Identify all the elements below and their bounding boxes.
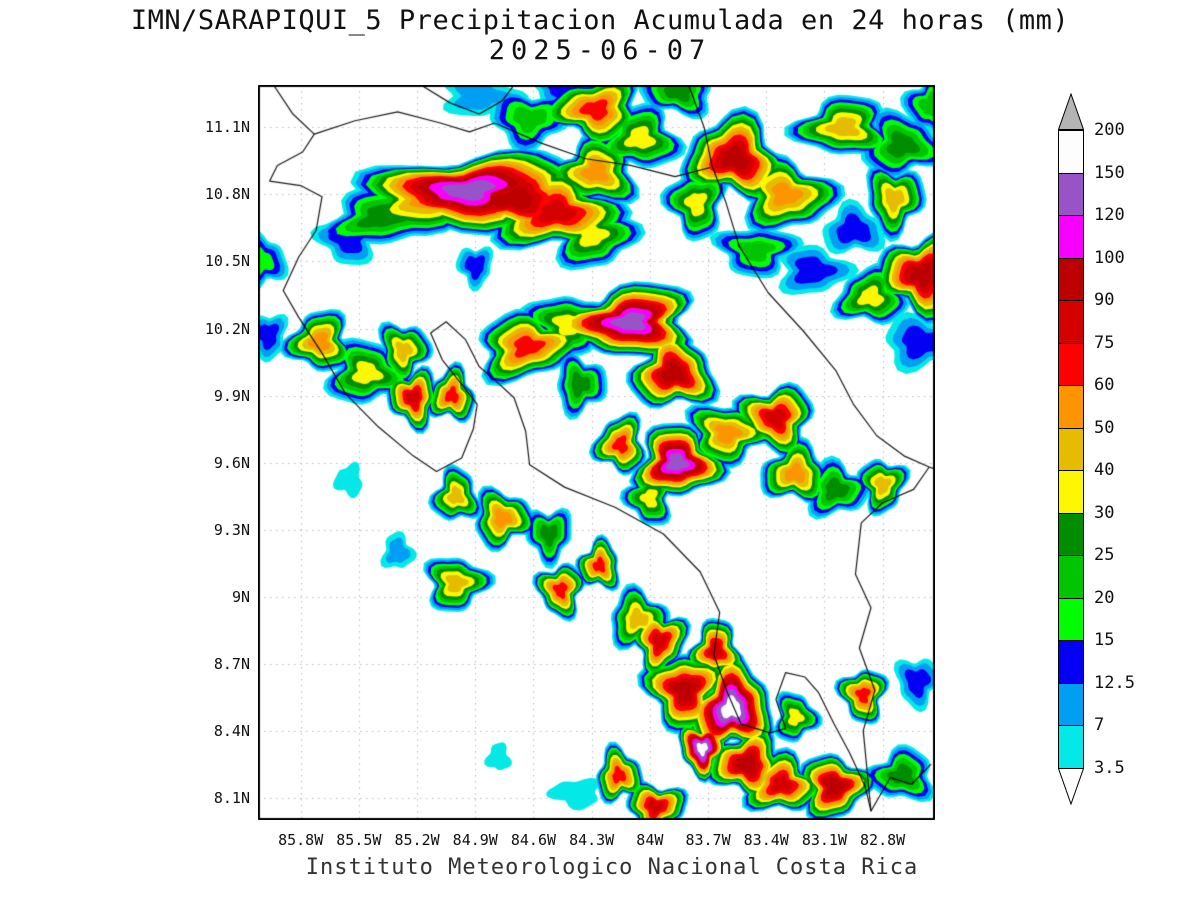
colorbar-level-label: 200 xyxy=(1094,120,1125,140)
colorbar-level-label: 20 xyxy=(1094,587,1115,608)
x-tick-label: 84W xyxy=(636,831,664,849)
y-tick-label: 10.5N xyxy=(204,252,250,271)
colorbar-segment xyxy=(1058,300,1084,344)
colorbar-under-arrow xyxy=(1058,768,1084,805)
colorbar-segment xyxy=(1058,342,1084,387)
colorbar-level-label: 12.5 xyxy=(1094,672,1135,693)
colorbar-level-label: 100 xyxy=(1094,247,1125,268)
x-tick-label: 83.7W xyxy=(685,831,731,849)
colorbar-level-label: 75 xyxy=(1094,332,1115,353)
colorbar-segment xyxy=(1058,555,1084,599)
colorbar-segment xyxy=(1058,682,1084,727)
colorbar-level-label: 25 xyxy=(1094,545,1115,566)
colorbar-level-label: 90 xyxy=(1094,290,1115,311)
colorbar-segment xyxy=(1058,385,1084,429)
x-tick-label: 85.2W xyxy=(394,831,440,849)
precipitation-map-canvas xyxy=(258,85,935,820)
colorbar-level-label: 150 xyxy=(1094,162,1125,183)
colorbar-segment xyxy=(1058,640,1084,684)
colorbar-segment xyxy=(1058,427,1084,472)
colorbar-segment xyxy=(1058,130,1084,174)
y-tick-label: 11.1N xyxy=(204,118,250,137)
x-tick-label: 83.4W xyxy=(743,831,789,849)
colorbar-segment xyxy=(1058,725,1084,769)
colorbar-segment xyxy=(1058,172,1084,217)
y-tick-label: 9.6N xyxy=(213,453,250,472)
colorbar-over-arrow xyxy=(1058,93,1084,130)
colorbar-segment xyxy=(1058,597,1084,642)
x-tick-label: 85.8W xyxy=(278,831,324,849)
chart-subtitle: 2025-06-07 xyxy=(488,35,712,66)
y-tick-label: 8.1N xyxy=(213,788,250,807)
colorbar-level-label: 60 xyxy=(1094,375,1115,396)
chart-title: IMN/SARAPIQUI_5 Precipitacion Acumulada … xyxy=(130,5,1070,36)
y-tick-label: 10.8N xyxy=(204,185,250,204)
x-tick-label: 82.8W xyxy=(860,831,906,849)
y-tick-label: 9N xyxy=(231,587,250,606)
x-tick-label: 84.6W xyxy=(510,831,557,849)
colorbar-segment xyxy=(1058,512,1084,557)
x-tick-label: 85.5W xyxy=(336,831,382,849)
x-tick-label: 84.3W xyxy=(569,831,615,849)
colorbar-level-label: 120 xyxy=(1094,205,1125,226)
x-tick-label: 83.1W xyxy=(801,831,847,849)
colorbar-level-label: 7 xyxy=(1094,715,1105,736)
y-tick-label: 8.4N xyxy=(213,721,250,740)
y-tick-label: 9.9N xyxy=(213,386,250,405)
colorbar-level-label: 50 xyxy=(1094,417,1115,438)
y-tick-label: 8.7N xyxy=(213,654,250,673)
footer-credit: Instituto Meteorologico Nacional Costa R… xyxy=(305,855,919,880)
y-tick-label: 10.2N xyxy=(204,319,250,338)
colorbar-segment xyxy=(1058,470,1084,514)
colorbar-level-label: 30 xyxy=(1094,502,1115,523)
colorbar-segment xyxy=(1058,257,1084,302)
y-tick-label: 9.3N xyxy=(213,520,250,539)
colorbar-level-label: 3.5 xyxy=(1094,758,1125,778)
colorbar-level-label: 40 xyxy=(1094,460,1115,481)
colorbar-level-label: 15 xyxy=(1094,630,1115,651)
x-tick-label: 84.9W xyxy=(452,831,498,849)
colorbar-segment xyxy=(1058,215,1084,259)
